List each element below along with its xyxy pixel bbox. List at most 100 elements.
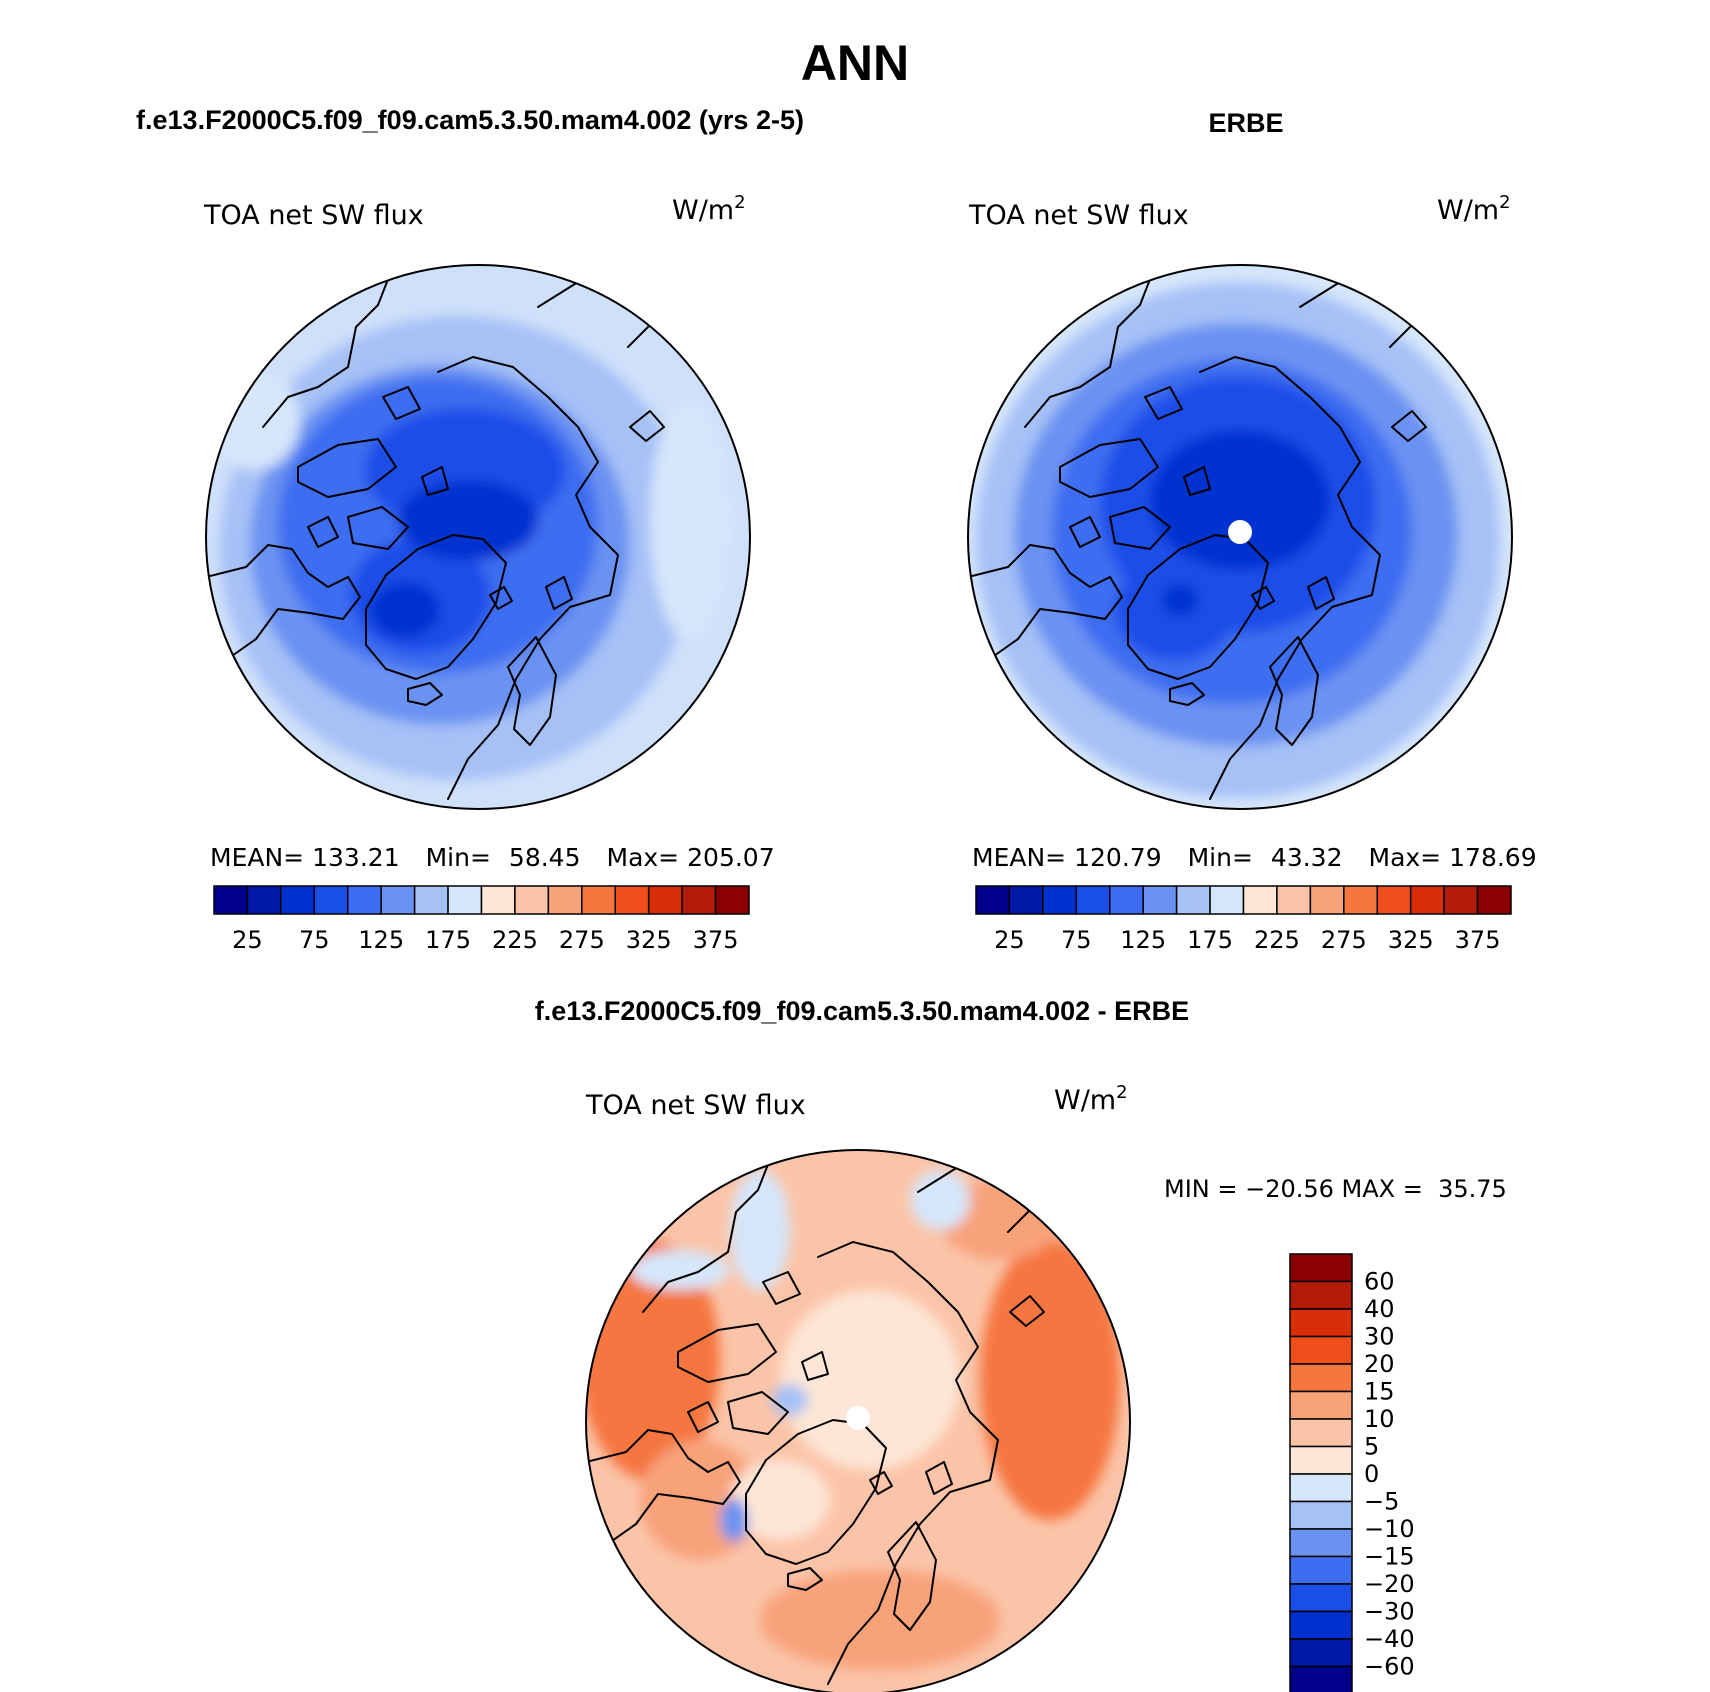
colorbar-obs: 25 75 125 175 225 275 325 375 (975, 885, 1512, 954)
panel-diff-units: W/m2 (1054, 1082, 1128, 1116)
colorbar-swatch (1175, 885, 1211, 915)
colorbar-swatch (1075, 885, 1111, 915)
colorbar-swatch (1409, 885, 1445, 915)
colorbar-tick-label: 275 (559, 926, 605, 954)
panel-obs-title: ERBE (1208, 108, 1283, 138)
colorbar-tick-label: 275 (1321, 926, 1367, 954)
colorbar-swatch (480, 885, 516, 915)
colorbar-swatch (1289, 1445, 1353, 1475)
colorbar-tick-label: 325 (1388, 926, 1434, 954)
colorbar-swatch (1376, 885, 1412, 915)
colorbar-swatch (1289, 1363, 1353, 1393)
colorbar-swatch (1309, 885, 1345, 915)
colorbar-swatch (647, 885, 683, 915)
colorbar-tick-label: 125 (1120, 926, 1166, 954)
colorbar-tick-label: 15 (1364, 1378, 1395, 1406)
colorbar-swatch (447, 885, 483, 915)
pole-hole (1228, 520, 1252, 544)
colorbar-swatch (1289, 1555, 1353, 1585)
panel-diff: f.e13.F2000C5.f09_f09.cam5.3.50.mam4.002… (535, 996, 1507, 1692)
panel-diff-variable: TOA net SW flux (585, 1090, 806, 1121)
pole-hole (846, 1406, 870, 1430)
panel-diff-title: f.e13.F2000C5.f09_f09.cam5.3.50.mam4.002… (535, 996, 1189, 1026)
colorbar-swatch (1289, 1390, 1353, 1420)
colorbar-tick-label: 25 (232, 926, 263, 954)
colorbar-swatch (614, 885, 650, 915)
colorbar-tick-label: 40 (1364, 1295, 1395, 1323)
colorbar-swatch (1289, 1665, 1353, 1692)
colorbar-swatch (347, 885, 382, 915)
colorbar-swatch (246, 885, 282, 915)
colorbar-tick-label: 75 (299, 926, 330, 954)
colorbar-swatch (1289, 1473, 1353, 1503)
panel-model-variable: TOA net SW flux (203, 200, 424, 231)
colorbar-tick-label: 175 (1187, 926, 1233, 954)
panel-obs-units: W/m2 (1437, 192, 1511, 226)
colorbar-swatch (1289, 1610, 1353, 1640)
panel-diff-minmax: MIN = −20.56 MAX = 35.75 (1164, 1175, 1507, 1203)
panel-model: f.e13.F2000C5.f09_f09.cam5.3.50.mam4.002… (136, 105, 804, 954)
panel-obs: ERBE TOA net SW flux W/m2 MEAN= 120.79 Min… (967, 108, 1537, 954)
map-model (206, 265, 750, 809)
colorbar-tick-label: −10 (1364, 1515, 1415, 1543)
map-obs (968, 265, 1512, 809)
colorbar-swatch (413, 885, 449, 915)
colorbar-swatch (1289, 1335, 1353, 1365)
colorbar-tick-label: 10 (1364, 1405, 1395, 1433)
colorbar-tick-label: 375 (1455, 926, 1501, 954)
units-superscript: 2 (1499, 192, 1510, 213)
colorbar-swatch (681, 885, 717, 915)
colorbar-tick-label: 30 (1364, 1323, 1395, 1351)
colorbar-swatch (213, 885, 249, 915)
colorbar-swatch (1289, 1308, 1353, 1338)
colorbar-swatch (581, 885, 616, 915)
colorbar-swatch (1289, 1418, 1353, 1448)
colorbar-model: 25 75 125 175 225 275 325 375 (213, 885, 750, 954)
colorbar-tick-label: 225 (1254, 926, 1300, 954)
colorbar-swatch (975, 885, 1011, 915)
colorbar-swatch (280, 885, 316, 915)
panel-obs-stats: MEAN= 120.79 Min= 43.32 Max= 178.69 (972, 843, 1537, 872)
panel-model-stats: MEAN= 133.21 Min= 58.45 Max= 205.07 (210, 843, 775, 872)
colorbar-tick-label: 225 (492, 926, 538, 954)
colorbar-swatch (1476, 885, 1512, 915)
colorbar-tick-label: 325 (626, 926, 672, 954)
main-title: ANN (801, 35, 909, 91)
colorbar-swatch (1242, 885, 1278, 915)
colorbar-swatch (1289, 1253, 1353, 1283)
colorbar-swatch (1289, 1638, 1353, 1668)
colorbar-tick-label: 375 (693, 926, 739, 954)
colorbar-tick-label: 175 (425, 926, 471, 954)
colorbar-tick-label: 60 (1364, 1268, 1395, 1296)
colorbar-swatch (514, 885, 550, 915)
colorbar-swatch (1142, 885, 1178, 915)
colorbar-swatch (1276, 885, 1312, 915)
colorbar-tick-label: 25 (994, 926, 1025, 954)
colorbar-swatch (547, 885, 583, 915)
colorbar-tick-label: −20 (1364, 1570, 1415, 1598)
colorbar-tick-label: 125 (358, 926, 404, 954)
map-diff (586, 1150, 1130, 1692)
colorbar-swatch (313, 885, 349, 915)
colorbar-swatch (380, 885, 416, 915)
colorbar-tick-label: 0 (1364, 1460, 1379, 1488)
colorbar-swatch (1289, 1528, 1353, 1558)
units-superscript: 2 (734, 192, 745, 213)
colorbar-tick-label: 20 (1364, 1350, 1395, 1378)
colorbar-swatch (1209, 885, 1245, 915)
colorbar-swatch (1008, 885, 1044, 915)
colorbar-swatch (1443, 885, 1479, 915)
panel-model-units: W/m2 (672, 192, 746, 226)
units-superscript: 2 (1116, 1082, 1127, 1103)
colorbar-tick-label: −5 (1364, 1488, 1399, 1516)
colorbar-tick-label: 5 (1364, 1433, 1379, 1461)
colorbar-tick-label: −40 (1364, 1625, 1415, 1653)
colorbar-swatch (1289, 1583, 1353, 1613)
panel-obs-variable: TOA net SW flux (968, 200, 1189, 231)
colorbar-swatch (1289, 1280, 1353, 1310)
map-obs-boundary (967, 264, 1513, 810)
colorbar-tick-label: −60 (1364, 1653, 1415, 1681)
colorbar-tick-label: −15 (1364, 1543, 1415, 1571)
